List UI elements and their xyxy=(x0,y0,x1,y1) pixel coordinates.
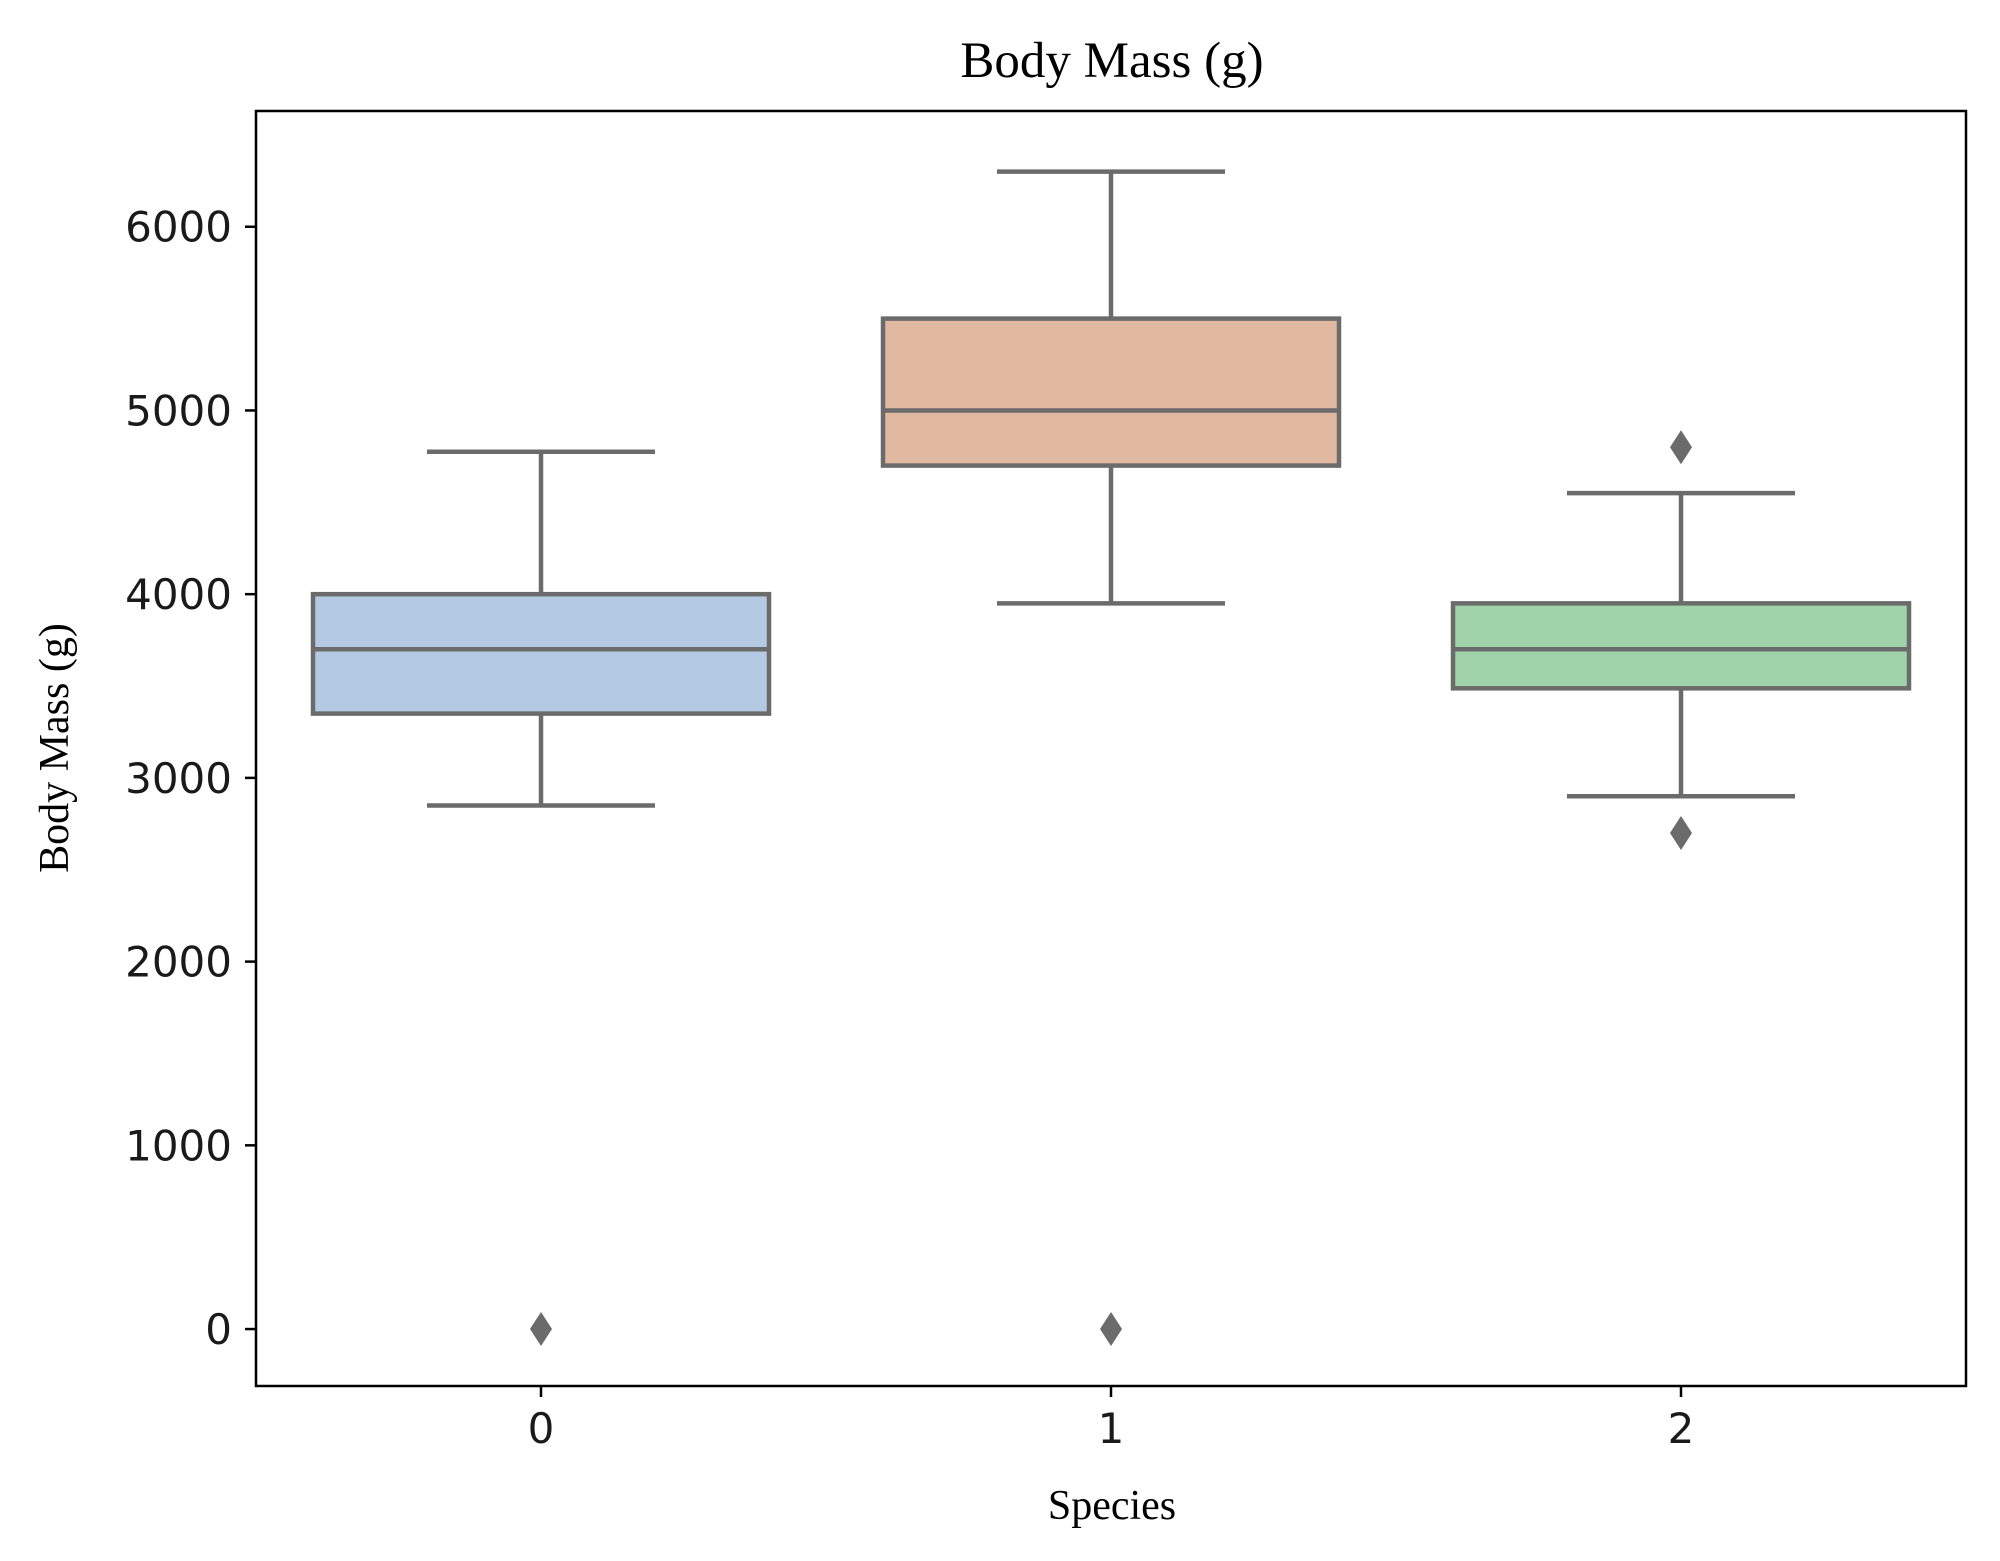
y-tick-label: 5000 xyxy=(125,386,232,435)
y-tick-label: 2000 xyxy=(125,938,232,987)
outlier-point xyxy=(530,1312,552,1347)
x-axis-label: Species xyxy=(1048,1483,1176,1529)
outlier-point xyxy=(1670,816,1692,851)
x-tick-label: 1 xyxy=(1098,1404,1125,1453)
iqr-box xyxy=(880,316,1342,468)
box-group-1 xyxy=(880,169,1342,1347)
y-tick-label: 6000 xyxy=(125,203,232,252)
y-axis-label: Body Mass (g) xyxy=(32,623,78,873)
iqr-box xyxy=(1450,601,1912,691)
iqr-box xyxy=(310,591,772,716)
y-tick-label: 4000 xyxy=(125,570,232,619)
box-group-0 xyxy=(310,449,772,1347)
y-tick-label: 1000 xyxy=(125,1121,232,1170)
y-tick-label: 3000 xyxy=(125,754,232,803)
x-tick-label: 2 xyxy=(1668,1404,1695,1453)
outlier-point xyxy=(1670,430,1692,465)
y-axis: 0 1000 2000 3000 4000 5000 6000 xyxy=(125,203,256,1354)
y-tick-label: 0 xyxy=(205,1305,232,1354)
box-group-2 xyxy=(1450,430,1912,851)
plot-marks xyxy=(310,169,1912,1347)
x-tick-label: 0 xyxy=(528,1404,555,1453)
chart-title: Body Mass (g) xyxy=(960,33,1263,89)
x-axis: 0 1 2 xyxy=(528,1386,1695,1453)
outlier-point xyxy=(1100,1312,1122,1347)
